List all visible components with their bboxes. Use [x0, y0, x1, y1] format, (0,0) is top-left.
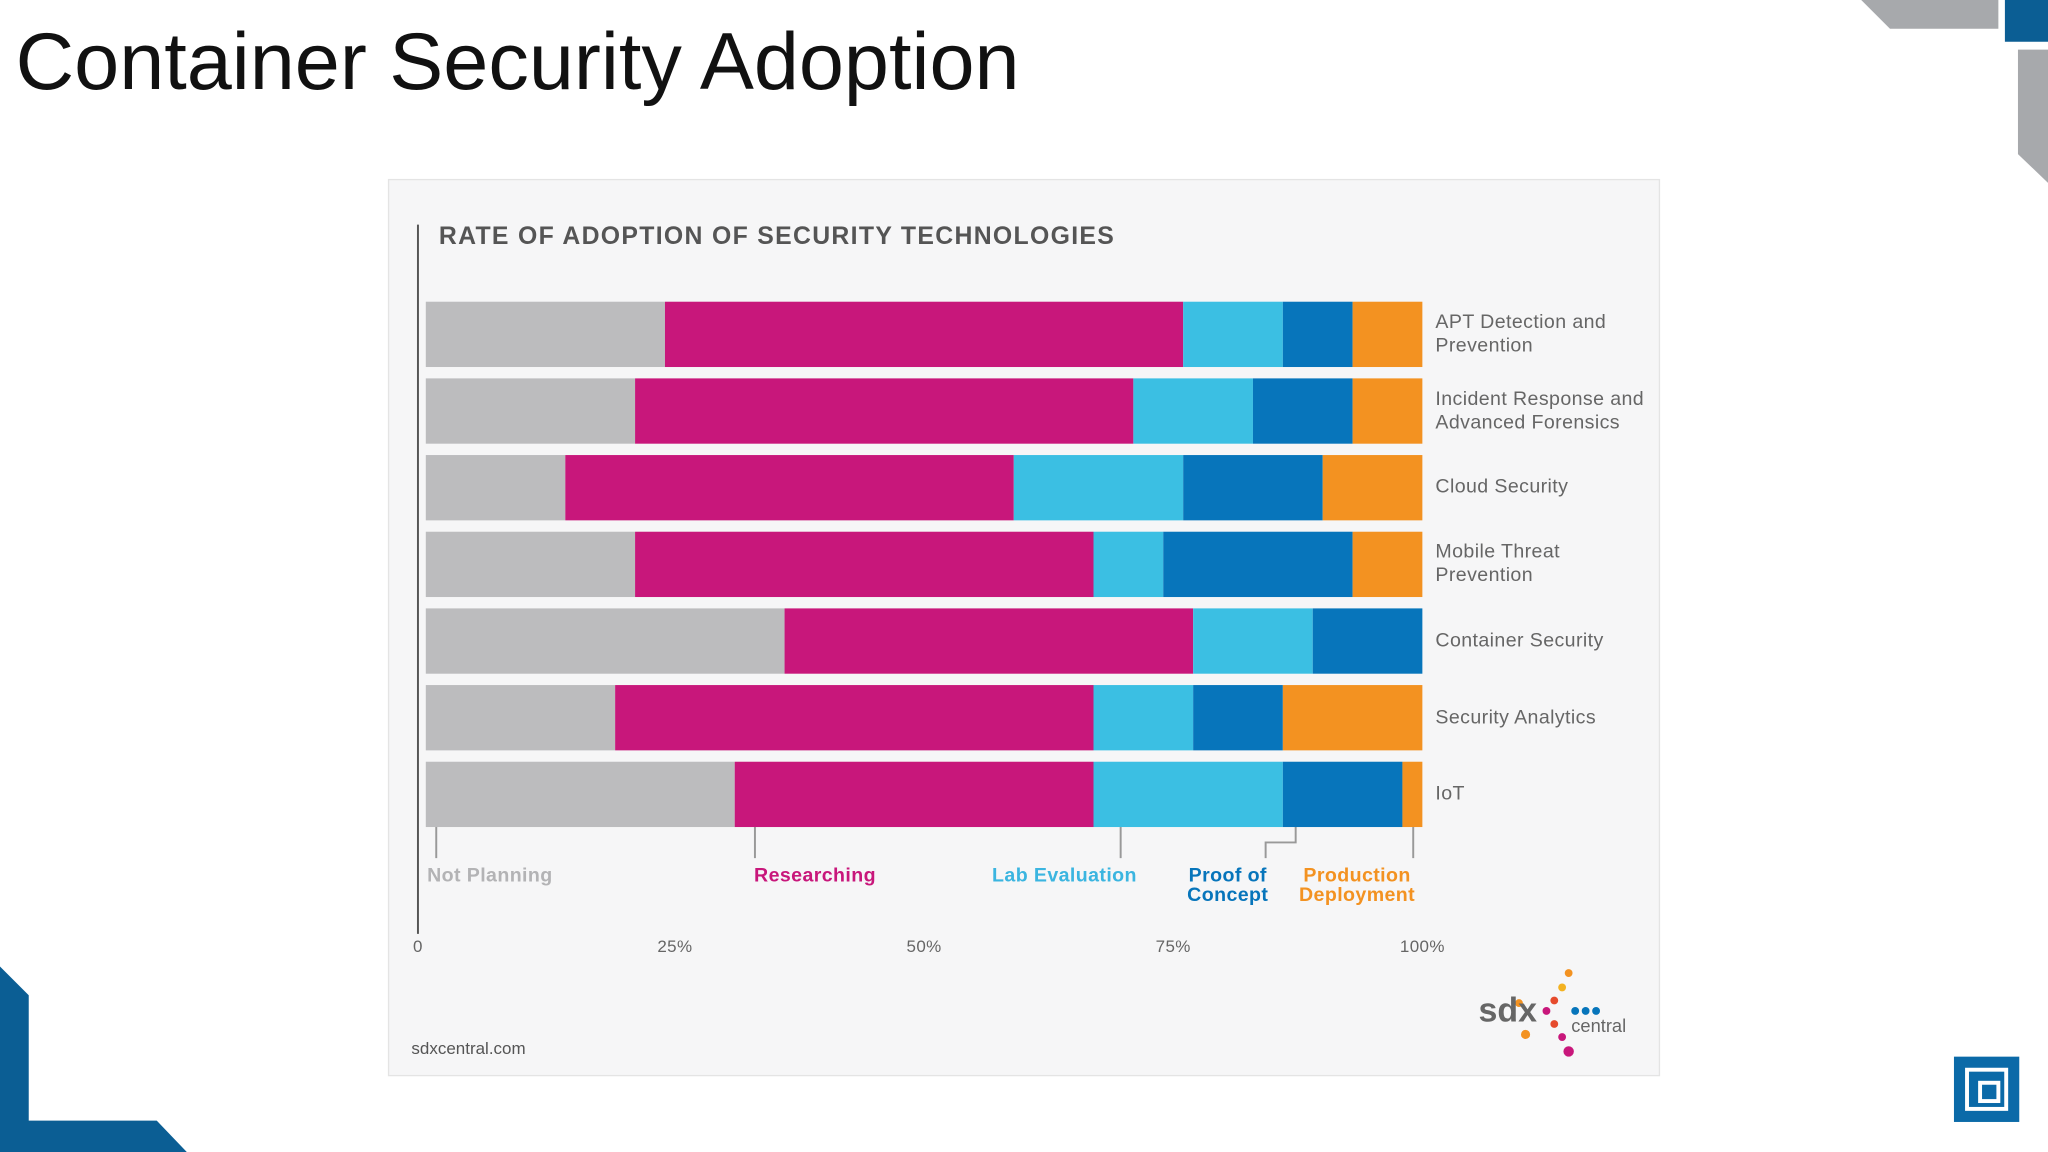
bar-segment — [425, 761, 735, 828]
category-label: APT Detection and Prevention — [1435, 310, 1607, 357]
bar-segment — [425, 531, 636, 598]
bar-segment — [1013, 455, 1184, 521]
slide-title: Container Security Adoption — [15, 16, 1020, 108]
x-tick-label: 0 — [413, 936, 423, 957]
bar-segment — [1093, 685, 1194, 751]
bar-segment — [615, 685, 1094, 751]
bar-segment — [1133, 378, 1253, 444]
source: sdxcentral.com — [411, 1038, 526, 1058]
chart-title: RATE OF ADOPTION OF SECURITY TECHNOLOGIE… — [438, 223, 1116, 251]
bar-segment — [425, 685, 616, 751]
x-tick-label: 75% — [1155, 936, 1191, 957]
legend-label: Not Planning — [427, 864, 553, 887]
corner-shape — [0, 966, 187, 1152]
bar-segment — [664, 301, 1184, 368]
bar-segment — [1282, 761, 1403, 828]
bar-segment — [1183, 455, 1323, 521]
category-label: Mobile Threat Prevention — [1435, 540, 1560, 587]
category-label: Cloud Security — [1435, 475, 1569, 499]
logo-text: central — [1571, 1014, 1627, 1036]
bar-segment — [1282, 301, 1353, 368]
category-label: Incident Response and Advanced Forensics — [1435, 387, 1645, 434]
category-label: Security Analytics — [1435, 705, 1597, 729]
corner-shape — [2004, 0, 2048, 42]
bar-segment — [1352, 378, 1423, 444]
bar-segment — [565, 455, 1014, 521]
bar-segment — [1352, 301, 1423, 368]
bar-segment — [1093, 761, 1283, 828]
corner-shape — [1861, 0, 1999, 29]
legend-label: Production Deployment — [1299, 864, 1416, 907]
category-label: IoT — [1435, 782, 1465, 805]
bar-segment — [425, 301, 665, 368]
legend-label: Researching — [754, 864, 876, 887]
bar-segment — [635, 531, 1094, 598]
bar-segment — [425, 455, 566, 521]
bar-segment — [1193, 608, 1313, 674]
x-tick-label: 50% — [906, 936, 942, 957]
bar-segment — [1183, 301, 1283, 368]
bar-segment — [425, 378, 636, 444]
legend-label: Proof of Concept — [1187, 864, 1269, 907]
bar-segment — [1252, 378, 1353, 444]
category-label: Container Security — [1435, 629, 1604, 652]
bar-segment — [1352, 531, 1423, 598]
legend-label: Lab Evaluation — [992, 864, 1137, 887]
x-tick-label: 25% — [657, 936, 693, 957]
bar-segment — [425, 608, 785, 674]
bar-segment — [1312, 608, 1423, 674]
bar-segment — [1163, 531, 1353, 598]
bar-segment — [784, 608, 1194, 674]
logo-dots — [1515, 969, 1600, 1057]
bar-segment — [1402, 761, 1423, 828]
bar-segment — [1322, 455, 1423, 521]
bar-segment — [734, 761, 1094, 828]
bar-segment — [1282, 685, 1423, 751]
bar-segment — [635, 378, 1134, 444]
logo-mark: sdx — [1478, 990, 1538, 1030]
corner-icon — [1953, 1056, 2020, 1122]
x-tick-label: 100% — [1399, 936, 1445, 957]
bar-segment — [1093, 531, 1164, 598]
corner-shape — [2017, 49, 2048, 183]
bar-segment — [1193, 685, 1283, 751]
